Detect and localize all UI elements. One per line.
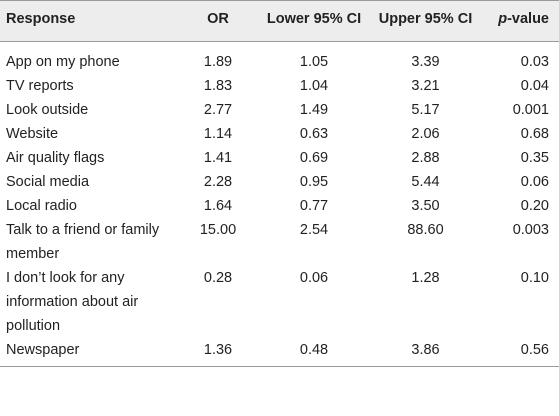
table-row: Website 1.14 0.63 2.06 0.68	[0, 122, 559, 146]
cell-upper-ci: 1.28	[411, 270, 440, 286]
table-row: Newspaper 1.36 0.48 3.86 0.56	[0, 338, 559, 367]
cell-p-value: 0.35	[520, 150, 549, 166]
header-p-suffix: -value	[507, 11, 549, 27]
cell-lower-ci: 0.48	[258, 338, 370, 367]
table-row: Look outside 2.77 1.49 5.17 0.001	[0, 98, 559, 122]
cell-lower-ci: 2.54	[299, 222, 329, 238]
cell-lower-ci: 1.05	[299, 54, 329, 70]
cell-lower-ci: 0.95	[299, 174, 329, 190]
cell-lower-ci: 0.63	[299, 126, 329, 142]
cell-lower-ci: 0.69	[299, 150, 329, 166]
header-p-value: p-value	[481, 0, 559, 42]
cell-response: App on my phone	[6, 54, 120, 70]
cell-response: Look outside	[6, 102, 89, 118]
header-or: OR	[178, 0, 258, 42]
cell-upper-ci: 3.50	[411, 198, 440, 214]
cell-or: 1.89	[203, 54, 233, 70]
table-row: Talk to a friend or family member 15.00 …	[0, 218, 559, 266]
odds-ratio-table-container: Response OR Lower 95% CI Upper 95% CI p-…	[0, 0, 559, 367]
cell-response: Website	[6, 126, 59, 142]
table-row: TV reports 1.83 1.04 3.21 0.04	[0, 74, 559, 98]
cell-upper-ci: 88.60	[407, 222, 444, 238]
cell-response: Air quality flags	[6, 150, 105, 166]
cell-or: 15.00	[199, 222, 237, 238]
cell-or: 1.83	[203, 78, 233, 94]
cell-p-value: 0.56	[481, 338, 559, 367]
cell-response: Talk to a friend or family member	[6, 222, 160, 262]
table-row: I don’t look for any information about a…	[0, 266, 559, 338]
cell-p-value: 0.68	[520, 126, 549, 142]
table-row: App on my phone 1.89 1.05 3.39 0.03	[0, 42, 559, 75]
cell-lower-ci: 1.49	[299, 102, 329, 118]
header-p-italic: p	[498, 11, 508, 27]
cell-response: Social media	[6, 174, 90, 190]
cell-upper-ci: 5.17	[411, 102, 440, 118]
cell-upper-ci: 2.06	[411, 126, 440, 142]
cell-lower-ci: 1.04	[299, 78, 329, 94]
header-lower-ci: Lower 95% CI	[258, 0, 370, 42]
cell-upper-ci: 5.44	[411, 174, 440, 190]
table-row: Social media 2.28 0.95 5.44 0.06	[0, 170, 559, 194]
cell-or: 2.77	[203, 102, 233, 118]
table-header: Response OR Lower 95% CI Upper 95% CI p-…	[0, 0, 559, 42]
cell-p-value: 0.03	[520, 54, 549, 70]
cell-lower-ci: 0.06	[299, 270, 329, 286]
cell-response: Newspaper	[0, 338, 178, 367]
header-row: Response OR Lower 95% CI Upper 95% CI p-…	[0, 0, 559, 42]
cell-p-value: 0.10	[520, 270, 549, 286]
cell-p-value: 0.001	[512, 102, 549, 118]
cell-p-value: 0.20	[520, 198, 549, 214]
cell-or: 0.28	[203, 270, 233, 286]
cell-response: TV reports	[6, 78, 74, 94]
header-response: Response	[0, 0, 178, 42]
cell-or: 1.41	[203, 150, 233, 166]
cell-p-value: 0.04	[520, 78, 549, 94]
table-row: Air quality flags 1.41 0.69 2.88 0.35	[0, 146, 559, 170]
cell-upper-ci: 3.39	[411, 54, 440, 70]
cell-upper-ci: 3.86	[370, 338, 481, 367]
cell-or: 1.36	[178, 338, 258, 367]
cell-p-value: 0.003	[512, 222, 549, 238]
cell-upper-ci: 2.88	[411, 150, 440, 166]
cell-response: I don’t look for any information about a…	[6, 270, 139, 334]
cell-or: 2.28	[203, 174, 233, 190]
odds-ratio-table: Response OR Lower 95% CI Upper 95% CI p-…	[0, 0, 559, 367]
table-row: Local radio 1.64 0.77 3.50 0.20	[0, 194, 559, 218]
cell-lower-ci: 0.77	[299, 198, 329, 214]
cell-p-value: 0.06	[520, 174, 549, 190]
table-body: App on my phone 1.89 1.05 3.39 0.03 TV r…	[0, 42, 559, 367]
cell-or: 1.14	[203, 126, 233, 142]
cell-upper-ci: 3.21	[411, 78, 440, 94]
cell-or: 1.64	[203, 198, 233, 214]
cell-response: Local radio	[6, 198, 77, 214]
header-upper-ci: Upper 95% CI	[370, 0, 481, 42]
